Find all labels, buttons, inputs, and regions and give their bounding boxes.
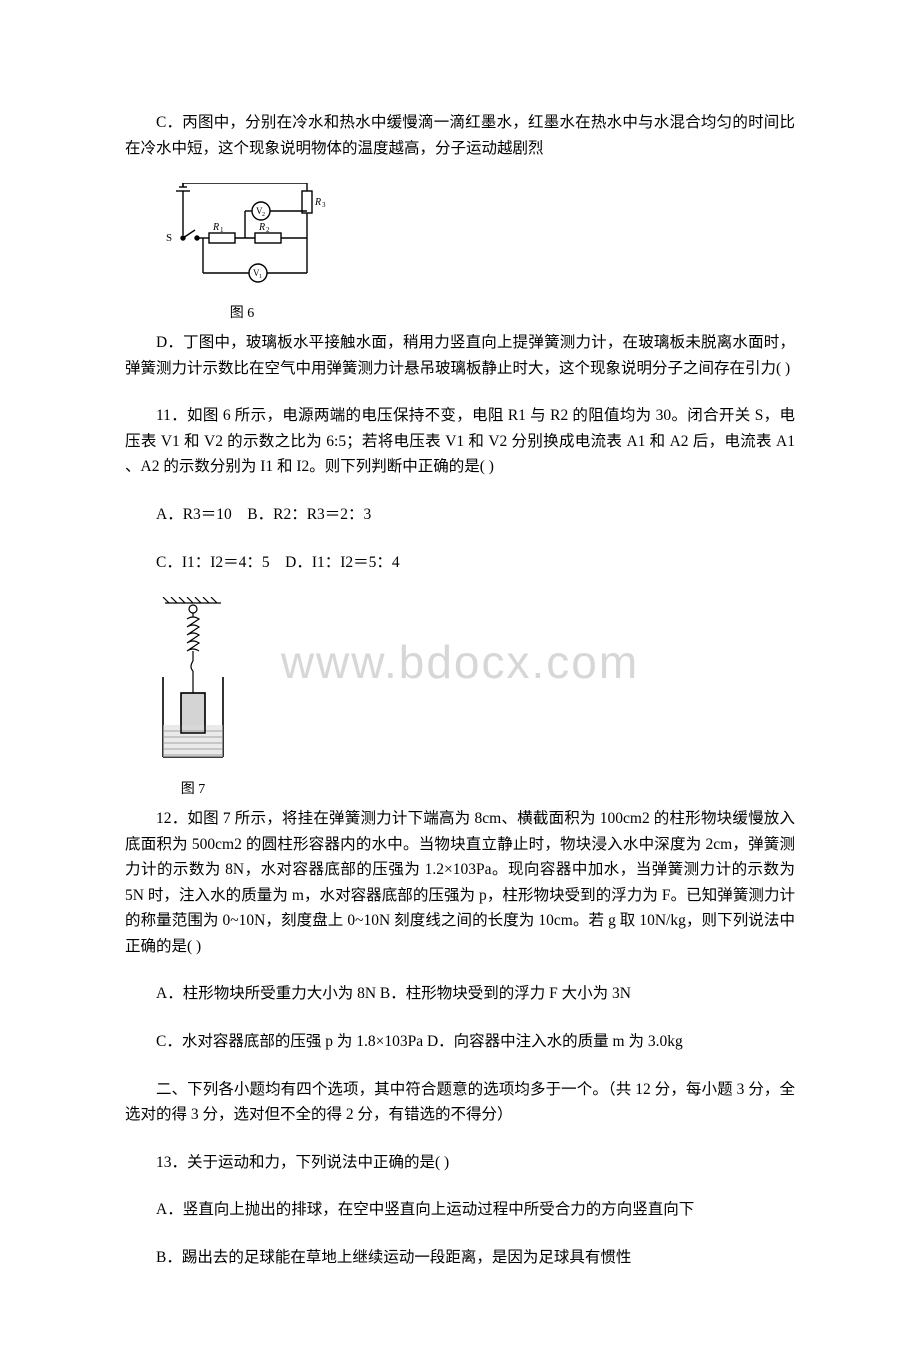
circuit-diagram-icon: S R 1 R 2 R 3 V 2 V 1 bbox=[157, 183, 327, 293]
figure-6: S R 1 R 2 R 3 V 2 V 1 图 6 bbox=[157, 183, 795, 322]
r1-label: R bbox=[212, 222, 219, 233]
question-13: 13．关于运动和力，下列说法中正确的是( ) bbox=[125, 1150, 795, 1176]
figure-7: 图 7 bbox=[157, 597, 795, 798]
option-c-text: C．丙图中，分别在冷水和热水中缓慢滴一滴红墨水，红墨水在热水中与水混合均匀的时间… bbox=[125, 110, 795, 161]
figure-7-caption: 图 7 bbox=[157, 778, 229, 798]
question-11-opts-c: C．I1：I2＝4：5 D．I1：I2＝5：4 bbox=[125, 550, 795, 576]
svg-text:3: 3 bbox=[322, 201, 326, 209]
question-12-opts-a: A．柱形物块所受重力大小为 8N B．柱形物块受到的浮力 F 大小为 3N bbox=[125, 981, 795, 1007]
svg-text:1: 1 bbox=[220, 226, 224, 234]
question-12: 12．如图 7 所示，将挂在弹簧测力计下端高为 8cm、横截面积为 100cm2… bbox=[125, 806, 795, 959]
figure-6-caption: 图 6 bbox=[157, 302, 327, 322]
document-content: C．丙图中，分别在冷水和热水中缓慢滴一滴红墨水，红墨水在热水中与水混合均匀的时间… bbox=[125, 110, 795, 1270]
svg-text:2: 2 bbox=[266, 226, 270, 234]
svg-text:1: 1 bbox=[259, 274, 262, 280]
r2-label: R bbox=[258, 222, 265, 233]
option-d-text: D．丁图中，玻璃板水平接触水面，稍用力竖直向上提弹簧测力计，在玻璃板未脱离水面时… bbox=[125, 330, 795, 381]
switch-label: S bbox=[166, 232, 172, 244]
question-12-opts-c: C．水对容器底部的压强 p 为 1.8×103Pa D．向容器中注入水的质量 m… bbox=[125, 1029, 795, 1055]
question-13-opt-a: A．竖直向上抛出的排球，在空中竖直向上运动过程中所受合力的方向竖直向下 bbox=[125, 1197, 795, 1223]
r3-label: R bbox=[314, 197, 321, 208]
svg-text:2: 2 bbox=[262, 212, 265, 218]
question-11: 11．如图 6 所示，电源两端的电压保持不变，电阻 R1 与 R2 的阻值均为 … bbox=[125, 403, 795, 480]
question-13-opt-b: B．踢出去的足球能在草地上继续运动一段距离，是因为足球具有惯性 bbox=[125, 1245, 795, 1271]
question-11-opts-a: A．R3＝10 B．R2：R3＝2：3 bbox=[125, 502, 795, 528]
section-2-header: 二、下列各小题均有四个选项，其中符合题意的选项均多于一个。（共 12 分，每小题… bbox=[125, 1077, 795, 1128]
spring-container-icon bbox=[157, 597, 229, 769]
